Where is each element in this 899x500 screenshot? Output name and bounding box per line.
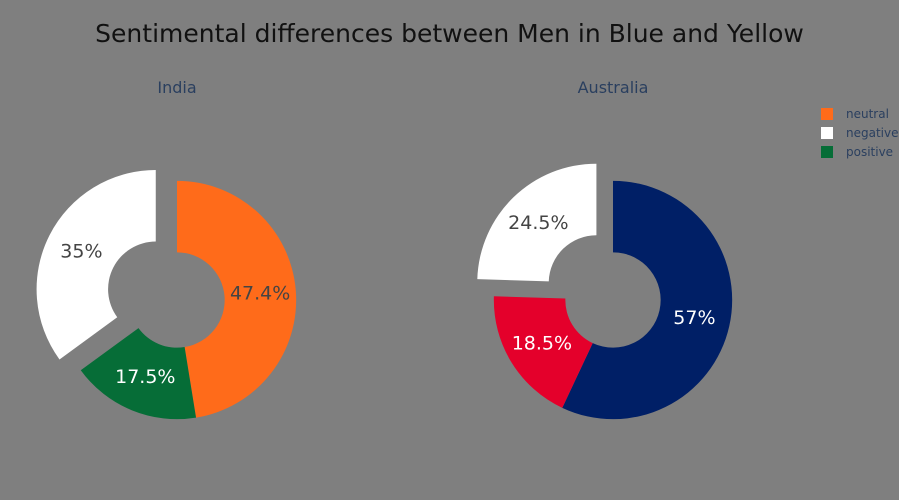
slice-label-india-positive: 17.5% bbox=[115, 366, 175, 388]
slice-australia-positive[interactable] bbox=[493, 296, 593, 408]
slice-label-australia-positive: 18.5% bbox=[512, 333, 572, 355]
legend-swatch-positive bbox=[821, 146, 833, 158]
legend-label-negative: negative bbox=[846, 126, 898, 140]
slice-label-australia-neutral: 57% bbox=[673, 307, 715, 329]
india-donut: 47.4% 17.5% 35% bbox=[36, 170, 297, 420]
slice-india-negative[interactable] bbox=[36, 170, 156, 360]
legend-item-positive[interactable]: positive bbox=[821, 145, 893, 159]
chart-title: Sentimental differences between Men in B… bbox=[95, 19, 804, 48]
subplot-title-australia: Australia bbox=[578, 78, 649, 97]
slice-australia-neutral[interactable] bbox=[562, 180, 733, 420]
slice-india-positive[interactable] bbox=[80, 328, 197, 420]
legend-swatch-neutral bbox=[821, 108, 833, 120]
slice-australia-negative[interactable] bbox=[477, 163, 597, 282]
legend-label-positive: positive bbox=[846, 145, 893, 159]
australia-donut: 57% 18.5% 24.5% bbox=[477, 163, 733, 420]
slice-india-neutral[interactable] bbox=[177, 180, 297, 418]
legend-item-negative[interactable]: negative bbox=[821, 126, 898, 140]
slice-label-india-negative: 35% bbox=[60, 240, 102, 262]
subplot-title-india: India bbox=[157, 78, 196, 97]
slice-label-india-neutral: 47.4% bbox=[230, 282, 290, 304]
legend-item-neutral[interactable]: neutral bbox=[821, 107, 889, 121]
legend-label-neutral: neutral bbox=[846, 107, 889, 121]
legend: neutral negative positive bbox=[821, 107, 898, 159]
slice-label-australia-negative: 24.5% bbox=[508, 212, 568, 234]
legend-swatch-negative bbox=[821, 127, 833, 139]
